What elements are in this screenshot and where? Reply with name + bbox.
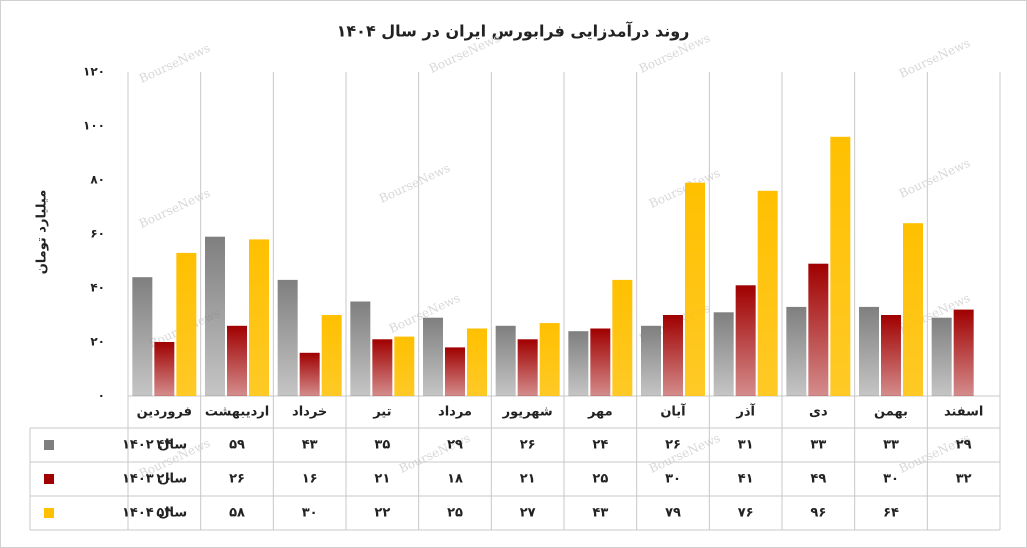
bar	[394, 336, 415, 396]
x-tick-label: مرداد	[438, 405, 472, 420]
table-value: ۲۷	[520, 506, 536, 521]
bar	[830, 136, 851, 397]
table-value: ۳۰	[302, 506, 318, 521]
table-value: ۴۹	[810, 472, 826, 487]
bar	[321, 315, 342, 396]
x-tick-label: بهمن	[874, 405, 908, 420]
x-tick-label: شهریور	[502, 405, 553, 420]
x-tick-label: اسفند	[944, 405, 983, 420]
bar	[713, 312, 734, 396]
bar	[132, 277, 153, 396]
y-tick-label: ۱۲۰	[83, 65, 105, 79]
table-value: ۲۹	[447, 438, 463, 453]
bar	[227, 325, 247, 396]
bar	[423, 317, 443, 396]
table-value: ۴۳	[302, 438, 318, 453]
table-value: ۳۱	[738, 438, 754, 453]
table-value: ۲۴	[592, 438, 608, 453]
table-value: ۳۵	[374, 438, 390, 453]
bar	[808, 263, 829, 396]
table-value: ۲۰	[156, 472, 172, 487]
y-tick-label: ۲۰	[90, 335, 105, 349]
chart-title: روند درآمدزایی فرابورس ایران در سال ۱۴۰۴	[337, 21, 690, 41]
x-tick-label: دی	[809, 405, 828, 420]
bar	[539, 323, 560, 396]
table-value: ۵۹	[229, 438, 245, 453]
x-tick-label: تیر	[372, 405, 391, 420]
bar	[249, 239, 269, 396]
table-value: ۷۹	[665, 506, 681, 521]
table-value: ۶۴	[883, 506, 899, 521]
y-tick-label: ۶۰	[90, 227, 105, 241]
x-tick-label: فروردین	[137, 405, 192, 420]
table-value: ۲۱	[374, 472, 390, 487]
bar	[931, 317, 952, 396]
bar	[881, 315, 901, 396]
bar	[903, 223, 923, 396]
table-value: ۷۶	[738, 506, 754, 521]
table-value: ۲۵	[592, 472, 608, 487]
bar	[590, 328, 611, 396]
x-tick-label: مهر	[587, 405, 613, 420]
legend-swatch	[44, 440, 54, 450]
table-value: ۵۳	[156, 506, 172, 521]
table-value: ۳۳	[883, 438, 899, 453]
bar	[859, 306, 879, 396]
table-value: ۳۰	[883, 472, 899, 487]
bar	[517, 339, 538, 396]
y-tick-label: ۴۰	[90, 281, 105, 295]
bar	[372, 339, 393, 396]
x-tick-label: آبان	[660, 403, 686, 420]
bar	[299, 352, 320, 396]
table-value: ۲۲	[374, 506, 390, 521]
table-value: ۲۶	[520, 438, 536, 453]
table-value: ۲۵	[447, 506, 463, 521]
x-tick-label: خرداد	[292, 405, 327, 420]
bar	[786, 306, 807, 396]
x-tick-label: اردیبهشت	[205, 405, 269, 420]
legend-swatch	[44, 508, 54, 518]
bar	[953, 309, 974, 396]
bar	[176, 252, 197, 396]
bar	[641, 325, 661, 396]
table-value: ۹۶	[810, 506, 826, 521]
table-value: ۲۱	[520, 472, 536, 487]
table-value: ۴۳	[592, 506, 608, 521]
table-value: ۲۶	[229, 472, 245, 487]
legend-label: سال ۱۴۰۲	[122, 438, 187, 453]
bar	[350, 301, 371, 396]
y-tick-label: ۸۰	[90, 173, 105, 187]
bar	[685, 182, 705, 396]
bar	[467, 328, 487, 396]
table-value: ۳۳	[810, 438, 826, 453]
bar	[757, 190, 778, 396]
y-axis-label: میلیارد تومان	[35, 190, 50, 275]
table-value: ۴۴	[156, 438, 172, 453]
bar	[495, 325, 516, 396]
table-value: ۲۶	[665, 438, 681, 453]
table-value: ۲۹	[956, 438, 972, 453]
bar	[445, 347, 465, 396]
bar	[663, 315, 683, 396]
legend-label: سال ۱۴۰۳	[122, 472, 187, 487]
legend-label: سال ۱۴۰۴	[122, 506, 187, 521]
bar	[735, 285, 756, 396]
table-value: ۱۶	[302, 472, 318, 487]
y-tick-label: ۰	[98, 389, 105, 403]
bar	[277, 279, 298, 396]
y-tick-label: ۱۰۰	[83, 119, 105, 133]
table-value: ۱۸	[447, 472, 463, 487]
table-value: ۵۸	[229, 506, 245, 521]
bar	[568, 331, 589, 396]
bar	[612, 279, 633, 396]
bar	[205, 236, 225, 396]
bar	[154, 342, 175, 396]
legend-swatch	[44, 474, 54, 484]
table-value: ۳۰	[665, 472, 681, 487]
table-value: ۳۲	[956, 472, 972, 487]
table-value: ۴۱	[738, 472, 754, 487]
x-tick-label: آذر	[735, 403, 755, 420]
